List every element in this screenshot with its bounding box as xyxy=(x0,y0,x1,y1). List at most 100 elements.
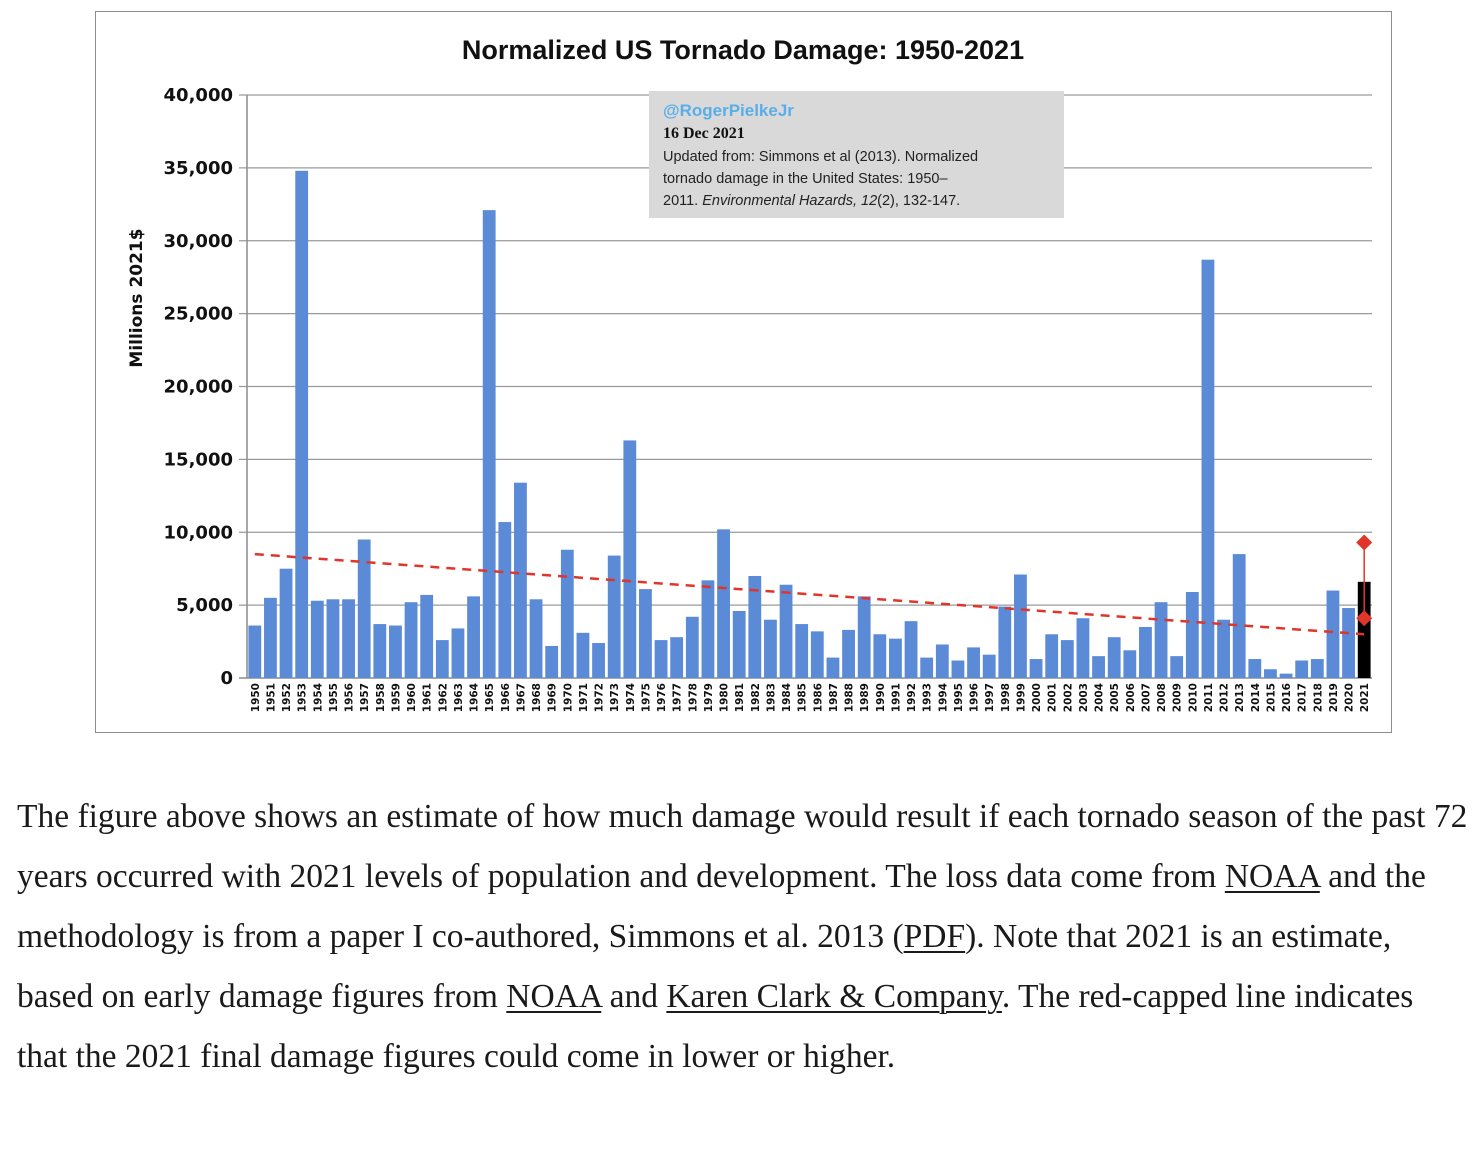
x-tick-label: 2013 xyxy=(1234,683,1246,712)
x-tick-label: 1972 xyxy=(594,683,606,712)
y-tick-label: 30,000 xyxy=(164,231,233,252)
caption-text: and xyxy=(601,978,667,1015)
bar-2017 xyxy=(1295,660,1309,678)
bar-1997 xyxy=(982,654,996,678)
x-tick-label: 2006 xyxy=(1125,683,1137,712)
bar-1956 xyxy=(342,599,355,678)
y-tick-label: 15,000 xyxy=(164,449,233,470)
bar-1992 xyxy=(904,621,918,678)
x-tick-label: 2017 xyxy=(1297,683,1309,712)
x-tick-label: 1960 xyxy=(406,683,418,712)
bar-1991 xyxy=(889,638,902,678)
bar-1950 xyxy=(248,625,262,678)
bar-1983 xyxy=(764,619,777,678)
bar-1987 xyxy=(826,657,840,678)
bar-1998 xyxy=(998,606,1012,678)
bar-1975 xyxy=(639,589,652,678)
x-tick-label: 1959 xyxy=(390,683,402,712)
y-tick-label: 5,000 xyxy=(176,595,233,616)
bar-1999 xyxy=(1014,574,1027,678)
caption-text: . The red-capped line indicates that the… xyxy=(17,978,1414,1075)
x-tick-label: 1961 xyxy=(422,683,434,712)
x-tick-label: 1979 xyxy=(703,683,715,712)
x-tick-label: 1995 xyxy=(953,683,965,712)
error-bar-2021 xyxy=(1356,534,1373,627)
noaa-link[interactable]: NOAA xyxy=(1224,858,1320,895)
bar-2005 xyxy=(1107,637,1121,678)
bar-1984 xyxy=(779,584,793,678)
bar-1982 xyxy=(748,575,762,678)
annotation-line-1: Updated from: Simmons et al (2013). Norm… xyxy=(663,149,978,165)
bar-1974 xyxy=(623,440,637,678)
x-tick-label: 1988 xyxy=(844,683,856,712)
x-tick-label: 1956 xyxy=(344,683,356,712)
bar-2015 xyxy=(1264,669,1277,678)
x-tick-label: 2015 xyxy=(1265,683,1277,712)
x-tick-label: 1993 xyxy=(922,683,934,712)
bar-2004 xyxy=(1092,656,1105,678)
bar-1972 xyxy=(592,643,605,678)
y-tick-label: 35,000 xyxy=(164,158,233,179)
x-tick-label: 1966 xyxy=(500,683,512,712)
x-tick-label: 1976 xyxy=(656,683,668,712)
karen-clark-link[interactable]: Karen Clark & Company xyxy=(666,978,1002,1015)
x-tick-label: 2009 xyxy=(1172,683,1184,712)
x-tick-label: 2002 xyxy=(1062,683,1074,712)
bar-2018 xyxy=(1310,659,1324,678)
x-tick-label: 2014 xyxy=(1250,683,1262,712)
bar-2010 xyxy=(1185,592,1199,678)
y-tick-labels: 0 5,000 10,000 15,000 20,000 25,000 30,000 35,0… xyxy=(164,85,233,689)
annotation-line-3-prefix: 2011. xyxy=(663,193,702,209)
pdf-link[interactable]: PDF xyxy=(903,918,966,955)
x-tick-label: 1957 xyxy=(359,683,371,712)
x-tick-label: 1997 xyxy=(984,683,996,712)
x-tick-label: 1970 xyxy=(562,683,574,712)
x-tick-label: 1962 xyxy=(437,683,449,712)
x-tick-label: 1968 xyxy=(531,683,543,712)
y-tick-label: 10,000 xyxy=(164,522,233,543)
bar-1967 xyxy=(514,482,527,678)
x-tick-label: 2007 xyxy=(1140,683,1152,712)
x-tick-label: 1999 xyxy=(1015,683,1027,712)
x-tick-label: 1994 xyxy=(937,683,949,712)
bar-1955 xyxy=(326,599,340,678)
bar-1969 xyxy=(545,645,559,678)
x-tick-label: 1978 xyxy=(687,683,699,712)
bar-2000 xyxy=(1029,659,1043,678)
x-tick-label: 2005 xyxy=(1109,683,1121,712)
bar-1995 xyxy=(951,660,965,678)
bar-1986 xyxy=(810,631,824,678)
annotation-box: @RogerPielkeJr 16 Dec 2021 Updated from:… xyxy=(649,91,1064,218)
x-tick-label: 1954 xyxy=(312,683,324,712)
bar-1977 xyxy=(670,637,684,678)
x-tick-label: 1996 xyxy=(969,683,981,712)
bar-1954 xyxy=(310,600,324,678)
bar-1996 xyxy=(967,647,980,678)
bar-2001 xyxy=(1045,634,1059,678)
bar-1966 xyxy=(498,522,512,678)
bar-2016 xyxy=(1279,673,1293,678)
bar-1993 xyxy=(920,657,934,678)
x-tick-label: 1973 xyxy=(609,683,621,712)
x-tick-label: 2003 xyxy=(1078,683,1090,712)
caption-paragraph: The figure above shows an estimate of ho… xyxy=(17,787,1469,1087)
bar-2020 xyxy=(1342,608,1355,678)
x-tick-label: 1983 xyxy=(765,683,777,712)
x-tick-label: 1998 xyxy=(1000,683,1012,712)
annotation-line-3-suffix: (2), 132-147. xyxy=(877,193,960,209)
bar-1988 xyxy=(842,629,855,678)
y-tick-label: 25,000 xyxy=(164,304,233,325)
bar-1958 xyxy=(373,624,387,678)
x-tick-label: 1975 xyxy=(640,683,652,712)
y-tick-label: 0 xyxy=(220,668,233,689)
chart-frame: Normalized US Tornado Damage: 1950-2021 … xyxy=(95,11,1392,733)
bar-2009 xyxy=(1170,656,1184,678)
chart-title: Normalized US Tornado Damage: 1950-2021 xyxy=(462,35,1024,65)
bar-1980 xyxy=(717,529,730,678)
annotation-handle: @RogerPielkeJr xyxy=(663,101,794,120)
annotation-line-3-italic: Environmental Hazards, 12 xyxy=(702,193,877,209)
bar-1979 xyxy=(701,580,715,678)
bar-1953 xyxy=(295,170,309,679)
bar-1981 xyxy=(732,610,746,678)
noaa-link-2[interactable]: NOAA xyxy=(506,978,602,1015)
